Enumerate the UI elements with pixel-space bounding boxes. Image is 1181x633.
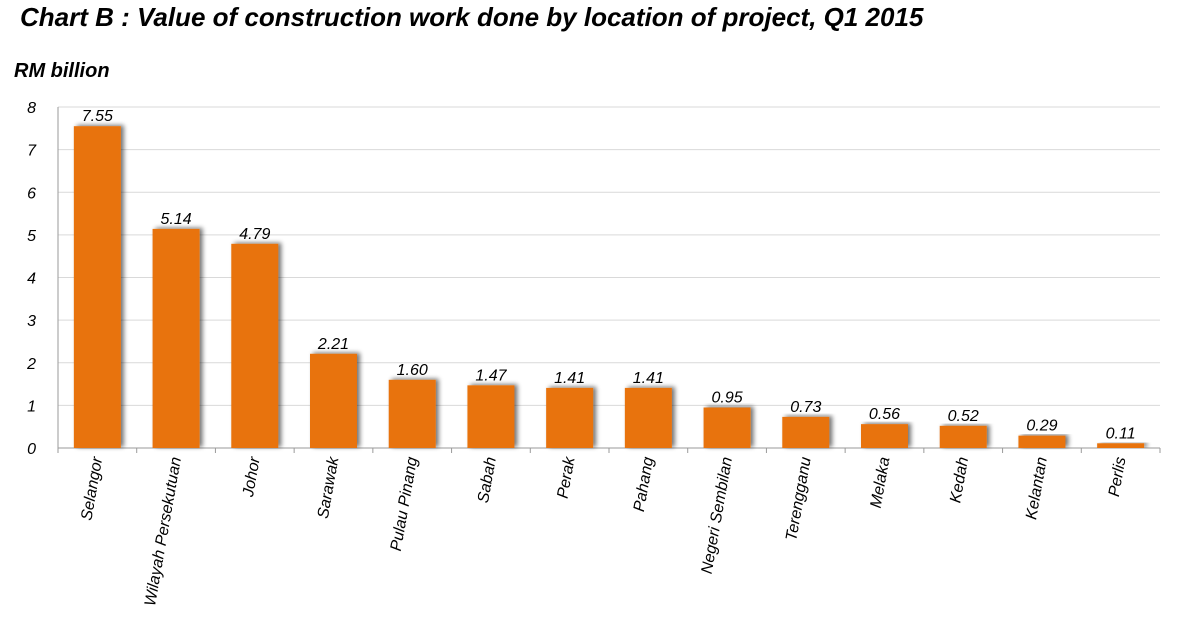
x-tick-label: Kelantan	[1023, 456, 1051, 521]
bar	[310, 353, 357, 448]
x-tick-label: Perak	[555, 455, 579, 500]
y-tick-label: 5	[27, 228, 36, 245]
data-label: 0.29	[1026, 418, 1057, 435]
data-label: 1.60	[397, 362, 428, 379]
axes	[57, 107, 1161, 453]
bar	[231, 243, 279, 448]
x-tick-label: Selangor	[78, 455, 106, 522]
data-label: 0.52	[948, 408, 979, 425]
y-tick-label: 4	[27, 271, 36, 288]
bar	[388, 379, 436, 448]
x-tick-label: Pulau Pinang	[388, 456, 421, 553]
x-tick-label: Pahang	[631, 456, 657, 513]
x-tick-label: Melaka	[868, 456, 894, 510]
bar	[782, 416, 830, 448]
data-label: 4.79	[239, 226, 270, 243]
data-label: 5.14	[161, 211, 192, 228]
data-label: 0.11	[1106, 425, 1136, 442]
bar	[861, 424, 908, 448]
x-tick-label: Kedah	[947, 456, 972, 505]
y-tick-label: 8	[27, 100, 36, 117]
x-tick-label: Perlis	[1106, 456, 1130, 498]
y-tick-label: 6	[27, 185, 36, 202]
x-tick-label: Terengganu	[783, 456, 814, 543]
chart-title: Chart B : Value of construction work don…	[20, 2, 924, 32]
x-tick-label: Johor	[240, 455, 264, 499]
y-tick-label: 7	[27, 143, 37, 160]
bar	[546, 387, 594, 448]
data-label: 0.95	[712, 390, 743, 407]
bar	[1097, 443, 1145, 448]
x-tick-label: Negeri Sembilan	[699, 456, 736, 576]
x-tick-label: Wilayah Persekutuan	[142, 456, 185, 608]
data-label: 0.56	[869, 406, 900, 423]
data-label: 2.21	[317, 336, 349, 353]
bar	[152, 228, 200, 448]
bar	[939, 425, 987, 448]
data-label: 7.55	[82, 108, 113, 125]
data-label: 0.73	[790, 399, 821, 416]
y-tick-label: 1	[27, 398, 36, 415]
bar	[467, 385, 515, 448]
data-label: 1.41	[554, 370, 585, 387]
bar	[1018, 435, 1066, 448]
data-label: 1.41	[633, 370, 664, 387]
y-axis-unit-label: RM billion	[14, 60, 110, 82]
bars	[73, 126, 1145, 449]
bar	[703, 407, 751, 448]
bar	[73, 126, 121, 449]
x-tick-label: Sarawak	[315, 455, 343, 520]
y-tick-label: 2	[26, 356, 36, 373]
bar	[624, 387, 672, 448]
gridlines	[58, 106, 1160, 406]
x-tick-label: Sabah	[475, 456, 500, 505]
data-label: 1.47	[475, 367, 507, 384]
y-tick-label: 0	[27, 441, 36, 458]
y-tick-label: 3	[27, 313, 36, 330]
